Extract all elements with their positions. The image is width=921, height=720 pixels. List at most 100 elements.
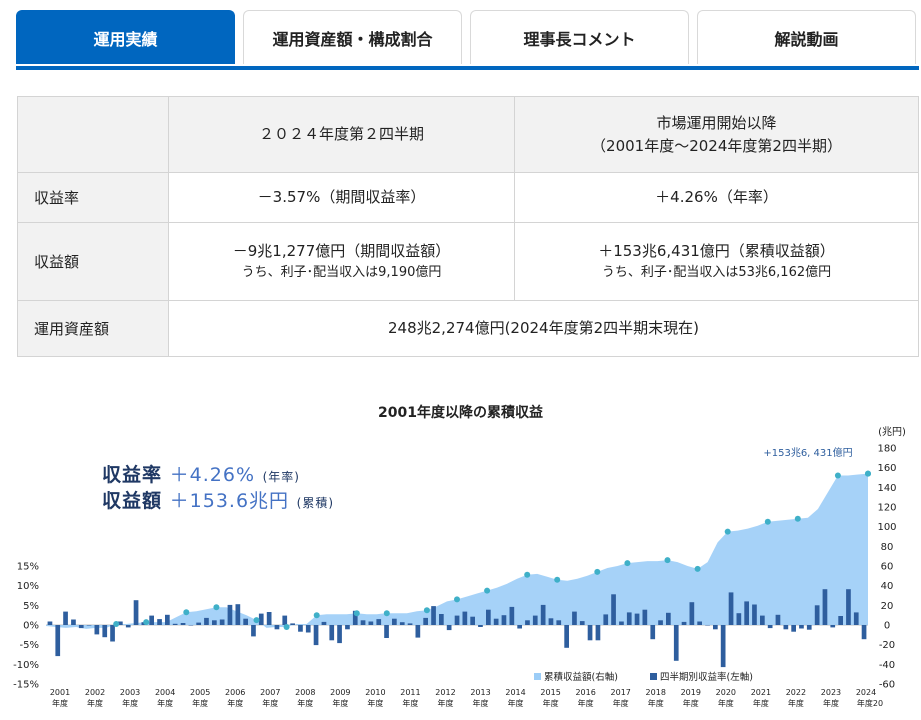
quarterly-bar [806,625,812,630]
quarterly-bar [697,621,702,625]
right-tick-label: 60 [881,562,894,573]
tab-explainer-video[interactable]: 解説動画 [697,10,916,64]
quarterly-bar [219,619,225,625]
x-tick-label: 2013 [470,688,490,697]
left-tick-label: -15% [13,680,39,691]
right-tick-label: 140 [877,483,896,494]
quarterly-bar [165,614,170,625]
left-tick-label: 15% [17,562,39,573]
quarterly-bar [329,625,335,641]
year-end-marker [143,619,150,626]
year-end-marker [865,470,871,477]
quarterly-bar [125,625,131,628]
x-tick-label: 2001 [50,688,70,697]
quarterly-bar [251,625,256,637]
right-tick-label: 20 [881,601,894,612]
quarterly-bar [149,615,154,625]
left-tick-label: -10% [13,660,39,671]
x-tick-label: 2002 [85,688,105,697]
quarterly-bar [493,618,499,625]
x-tick-sublabel: 年度 [402,698,418,708]
quarterly-bar [517,625,522,629]
quarterly-bar [368,621,374,625]
x-tick-sublabel: 年度 [192,698,208,708]
quarterly-bar [783,625,789,630]
quarterly-bar [799,625,804,629]
year-end-marker [113,621,120,627]
quarterly-bar [102,625,108,638]
x-tick-sublabel: 年度 [613,698,629,708]
amount-quarter: －9兆1,277億円（期間収益額） うち、利子･配当収入は9,190億円 [168,222,515,301]
quarterly-bar [736,613,742,625]
x-tick-sublabel: 年度 [122,698,138,708]
x-tick-label: 2006 [225,688,245,697]
col-header-quarter: ２０２４年度第２四半期 [168,96,515,173]
quarterly-bar [282,615,288,625]
quarterly-bar [196,622,201,625]
row-label-amount: 収益額 [17,222,169,301]
quarterly-bar [78,625,84,629]
left-tick-label: 10% [17,581,39,592]
x-tick-label: 2016 [575,688,595,697]
quarterly-bar [846,589,851,625]
quarterly-bar [180,623,186,625]
rate-quarter: －3.57%（期間収益率） [168,172,515,223]
year-end-marker [253,617,260,624]
x-tick-label: 2017 [611,688,631,697]
legend-label-cumulative: 累積収益額(右軸) [544,671,618,683]
performance-table: ２０２４年度第２四半期 市場運用開始以降 （2001年度～2024年度第2四半期… [17,96,919,357]
quarterly-bar [337,625,342,644]
right-tick-label: 120 [877,503,896,514]
legend-swatch-quarterly [650,673,657,680]
right-tick-label: 100 [877,522,896,533]
quarterly-bar [274,625,280,630]
year-end-marker [283,624,290,630]
x-tick-sublabel: 年度 [788,698,804,708]
quarterly-bar [431,606,436,625]
x-tick-label: 2004 [155,688,175,697]
x-tick-sublabel: 年度 [87,698,103,708]
cumulative-area [46,473,868,629]
quarterly-bar [423,617,428,625]
quarterly-bar [861,625,867,640]
quarterly-bar [94,625,100,635]
x-tick-sublabel: 年度 [473,698,489,708]
quarterly-bar [63,611,68,625]
x-tick-label: 2007 [260,688,280,697]
quarterly-bar [172,623,178,625]
quarterly-bar [587,625,593,641]
quarterly-bar [345,625,350,630]
x-tick-sublabel: 年度 [508,698,524,708]
quarterly-bar [376,619,382,625]
right-axis-unit: (兆円) [878,426,906,438]
year-end-marker [213,604,220,611]
quarterly-bar [266,612,272,625]
x-tick-sublabel: 年度 [262,698,278,708]
annotation-amount: 収益額 ＋153.6兆円 (累積) [102,490,335,512]
quarterly-bar [650,625,656,640]
tab-performance[interactable]: 運用実績 [16,10,235,64]
quarterly-bar [313,625,319,646]
right-tick-label: 160 [877,463,896,474]
quarterly-bar [760,615,765,625]
year-end-marker [423,607,430,614]
tab-bar: 運用実績 運用資産額・構成割合 理事長コメント 解説動画 [16,10,919,68]
year-end-marker [664,557,671,564]
x-tick-sublabel: 年度 [157,698,173,708]
tab-assets-allocation[interactable]: 運用資産額・構成割合 [243,10,462,64]
quarterly-bar [814,605,820,625]
tab-president-comment[interactable]: 理事長コメント [470,10,689,64]
quarterly-bar [720,625,726,668]
x-tick-sublabel: 年度 [332,698,348,708]
quarterly-bar [392,618,397,625]
left-tick-label: 0% [23,621,39,632]
quarterly-bar [548,618,554,625]
quarterly-bar [110,625,115,642]
right-tick-label: 180 [877,444,896,455]
quarterly-bar [212,620,217,625]
x-tick-label: 2020 [716,688,736,697]
quarterly-bar [744,601,749,625]
quarterly-bar [642,609,648,625]
quarterly-bar [290,623,295,625]
quarterly-bar [133,600,139,625]
